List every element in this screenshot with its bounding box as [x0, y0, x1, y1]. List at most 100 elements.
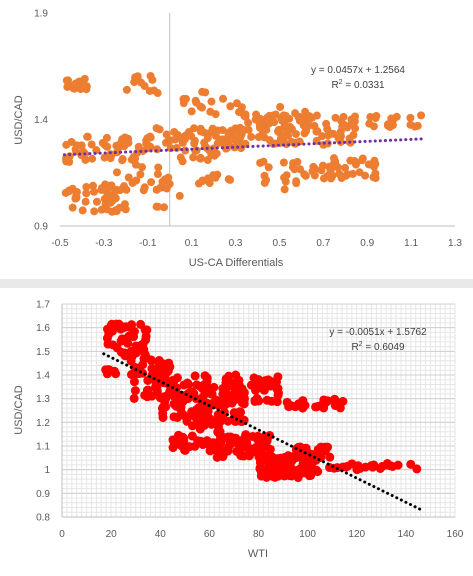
data-point [233, 126, 242, 135]
data-point [358, 156, 367, 165]
data-point [247, 132, 256, 141]
data-point [351, 124, 360, 133]
data-point [138, 146, 147, 155]
data-point [146, 132, 155, 141]
data-point [196, 102, 205, 111]
data-point [158, 413, 168, 423]
data-point [127, 320, 137, 330]
data-point [154, 163, 163, 172]
data-point [312, 111, 321, 120]
data-point [406, 120, 415, 129]
data-point [112, 168, 121, 177]
data-point [160, 397, 170, 407]
data-point [76, 85, 85, 94]
data-point [313, 127, 322, 136]
data-point [194, 179, 203, 188]
data-point [213, 414, 223, 424]
data-point [241, 112, 250, 121]
data-point [64, 76, 73, 85]
data-point [355, 168, 364, 177]
data-point [190, 139, 199, 148]
data-point [187, 107, 196, 116]
data-point [82, 189, 91, 198]
data-point [227, 398, 237, 408]
data-point [253, 434, 263, 444]
data-point [211, 126, 220, 135]
data-point [254, 133, 263, 142]
data-point [350, 157, 359, 166]
x-tick-label: 0.7 [316, 238, 330, 249]
data-point [280, 173, 289, 182]
data-point [142, 325, 152, 335]
data-point [140, 82, 149, 91]
data-point [319, 403, 329, 413]
data-point [207, 97, 216, 106]
data-point [352, 465, 362, 475]
data-point [330, 394, 340, 404]
data-point [371, 159, 380, 168]
data-point [78, 206, 87, 215]
data-point [206, 107, 215, 116]
chart-divider [0, 279, 473, 288]
data-point [69, 84, 78, 93]
data-point [104, 191, 113, 200]
data-point [334, 134, 343, 143]
data-point [255, 123, 264, 132]
x-tick-label: 20 [106, 529, 118, 540]
data-point [153, 202, 162, 211]
usdcad-vs-differentials-chart: -0.5 -0.3 -0.1 0.1 0.3 0.5 0.7 0.9 1.1 1.3 0.9 1.4 1… [13, 9, 462, 270]
scatter-points [101, 319, 422, 483]
data-point [219, 136, 228, 145]
data-point [175, 191, 184, 200]
data-point [318, 132, 327, 141]
x-tick-label: -0.1 [139, 238, 157, 249]
y-axis-title: USD/CAD [13, 95, 25, 145]
data-point [89, 181, 98, 190]
data-point [169, 391, 179, 401]
data-point [224, 371, 234, 381]
data-point [152, 185, 161, 194]
y-tick-label: 1.2 [36, 418, 50, 429]
data-point [174, 438, 184, 448]
data-point [145, 86, 154, 95]
chart-panel-top: -0.5 -0.3 -0.1 0.1 0.3 0.5 0.7 0.9 1.1 1.3 0.9 1.4 1… [0, 0, 473, 279]
y-tick-label: 1.7 [36, 300, 50, 311]
data-point [89, 187, 98, 196]
y-tick-label: 1.1 [36, 442, 50, 453]
chart-panel-bottom: 0 20 40 60 80 100 120 140 160 0.8 0.9 1 1.1 1.2 1.3 1.4… [0, 288, 473, 576]
data-point [219, 388, 229, 398]
data-point [206, 389, 216, 399]
data-point [88, 154, 97, 163]
data-point [265, 444, 275, 454]
data-point [306, 469, 316, 479]
data-point [298, 396, 308, 406]
data-point [160, 203, 169, 212]
data-point [289, 159, 298, 168]
data-point [272, 384, 282, 394]
data-point [255, 464, 265, 474]
data-point [118, 155, 127, 164]
data-point [268, 115, 277, 124]
data-point [200, 371, 210, 381]
data-point [280, 185, 289, 194]
scatter-points [61, 71, 426, 216]
data-point [301, 107, 310, 116]
data-point [387, 120, 396, 129]
data-point [174, 132, 183, 141]
data-point [193, 419, 203, 429]
data-point [252, 393, 262, 403]
data-point [350, 117, 359, 126]
data-point [199, 407, 209, 417]
data-point [406, 113, 415, 122]
data-point [251, 115, 260, 124]
data-point [130, 78, 139, 87]
data-point [138, 163, 147, 172]
data-point [162, 130, 171, 139]
data-point [172, 383, 182, 393]
data-point [144, 141, 153, 150]
data-point [310, 164, 319, 173]
data-point [176, 404, 186, 414]
data-point [279, 158, 288, 167]
y-tick-label: 0.9 [36, 489, 50, 500]
data-point [241, 430, 251, 440]
